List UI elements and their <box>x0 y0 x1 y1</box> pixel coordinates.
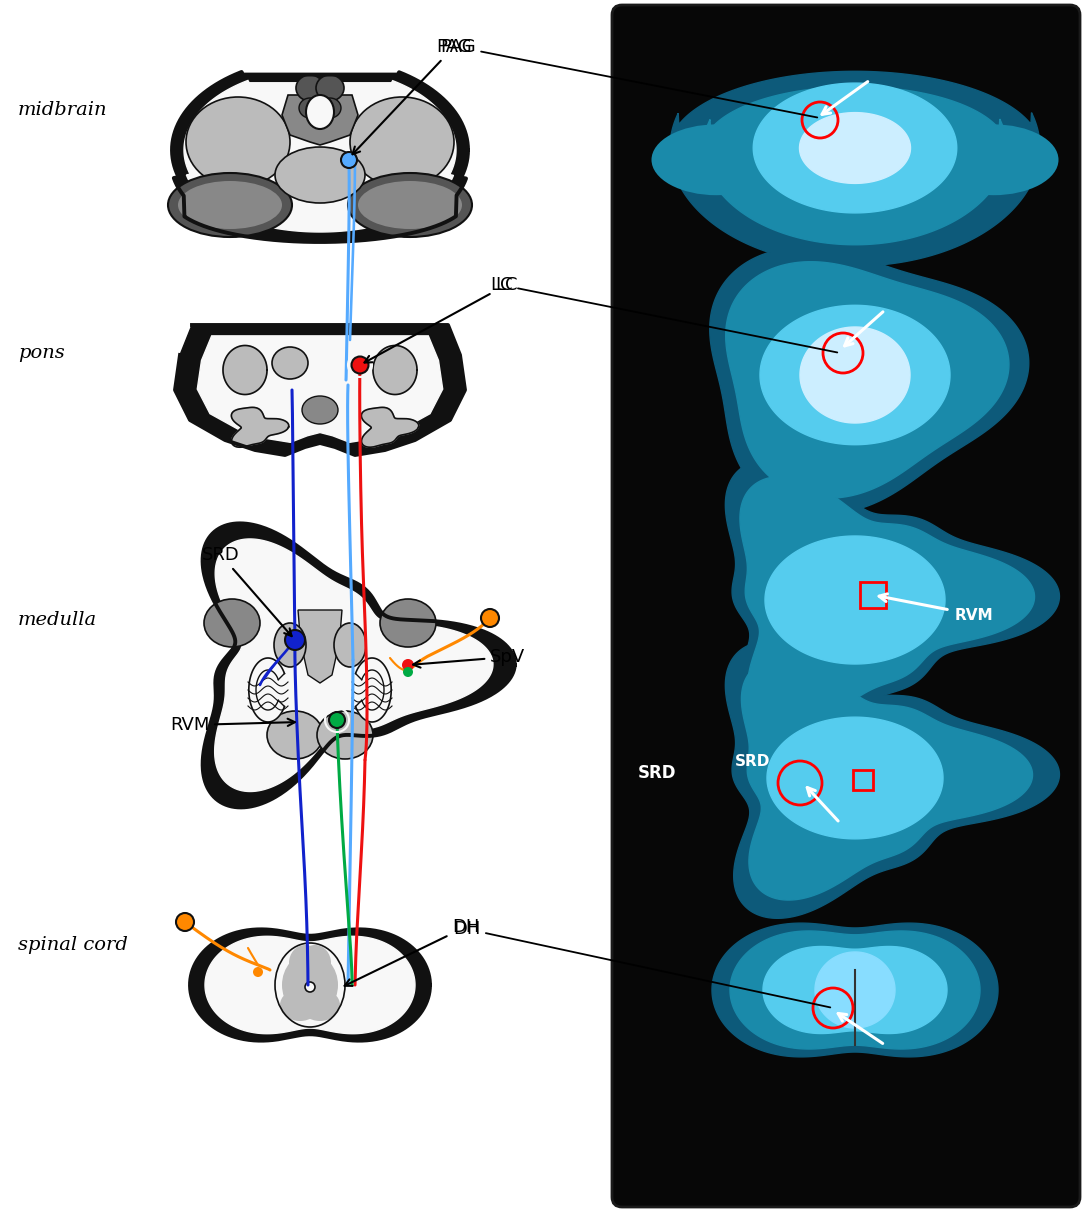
Ellipse shape <box>178 182 282 229</box>
Bar <box>860 582 886 607</box>
Ellipse shape <box>929 125 1058 195</box>
Ellipse shape <box>334 623 366 667</box>
Ellipse shape <box>302 396 338 424</box>
Polygon shape <box>725 641 1059 918</box>
Polygon shape <box>670 71 1040 266</box>
Polygon shape <box>800 327 909 424</box>
Text: medulla: medulla <box>18 611 98 629</box>
Polygon shape <box>760 305 950 445</box>
Polygon shape <box>175 325 465 455</box>
Polygon shape <box>172 71 468 242</box>
Ellipse shape <box>186 97 291 188</box>
Ellipse shape <box>282 953 338 1016</box>
Polygon shape <box>765 536 945 664</box>
Polygon shape <box>767 718 943 839</box>
Circle shape <box>285 630 305 650</box>
Text: pons: pons <box>18 344 65 362</box>
Ellipse shape <box>272 347 308 379</box>
Polygon shape <box>373 346 417 394</box>
Polygon shape <box>205 937 415 1033</box>
Polygon shape <box>249 658 284 722</box>
Polygon shape <box>356 658 391 722</box>
Ellipse shape <box>317 711 373 759</box>
Bar <box>853 770 873 790</box>
Text: midbrain: midbrain <box>18 100 107 119</box>
Polygon shape <box>712 923 998 1056</box>
Circle shape <box>253 967 263 976</box>
Ellipse shape <box>289 945 321 981</box>
Text: SRD: SRD <box>202 546 292 636</box>
Ellipse shape <box>299 945 331 981</box>
Ellipse shape <box>275 146 365 203</box>
Circle shape <box>351 357 369 374</box>
Circle shape <box>341 152 357 168</box>
Ellipse shape <box>274 623 306 667</box>
Polygon shape <box>815 952 895 1028</box>
Ellipse shape <box>306 96 334 129</box>
Polygon shape <box>753 83 957 213</box>
Polygon shape <box>231 408 288 448</box>
Polygon shape <box>197 336 442 443</box>
Ellipse shape <box>350 97 454 188</box>
Text: DH: DH <box>345 918 479 986</box>
Circle shape <box>402 659 414 672</box>
Polygon shape <box>223 346 267 394</box>
Polygon shape <box>215 538 493 791</box>
Polygon shape <box>203 524 515 807</box>
Polygon shape <box>710 247 1029 514</box>
Ellipse shape <box>280 989 320 1021</box>
FancyBboxPatch shape <box>612 5 1080 1208</box>
Ellipse shape <box>348 173 472 237</box>
Circle shape <box>176 914 194 930</box>
Ellipse shape <box>317 75 344 100</box>
Text: DH: DH <box>453 920 830 1008</box>
Polygon shape <box>800 113 911 184</box>
Circle shape <box>481 609 499 627</box>
Circle shape <box>305 983 315 992</box>
Polygon shape <box>730 930 980 1049</box>
Text: SRD: SRD <box>735 754 771 770</box>
Text: PAG: PAG <box>352 38 472 155</box>
Ellipse shape <box>204 599 260 647</box>
Polygon shape <box>282 96 358 145</box>
Ellipse shape <box>299 98 321 119</box>
Ellipse shape <box>319 98 341 119</box>
Text: SRD: SRD <box>638 764 676 782</box>
Polygon shape <box>190 929 430 1041</box>
Polygon shape <box>184 80 456 232</box>
Ellipse shape <box>300 989 340 1021</box>
Polygon shape <box>741 659 1033 900</box>
Polygon shape <box>361 408 418 448</box>
Circle shape <box>403 667 413 678</box>
Polygon shape <box>298 610 341 682</box>
Ellipse shape <box>651 125 780 195</box>
Circle shape <box>330 711 345 728</box>
Text: LC: LC <box>364 276 517 363</box>
Ellipse shape <box>358 182 462 229</box>
Text: RVM: RVM <box>955 607 994 622</box>
Ellipse shape <box>267 711 323 759</box>
Ellipse shape <box>168 173 292 237</box>
Polygon shape <box>763 946 947 1033</box>
Text: RVM: RVM <box>170 716 295 734</box>
Ellipse shape <box>296 75 324 100</box>
Polygon shape <box>704 87 1007 244</box>
Text: spinal cord: spinal cord <box>18 937 128 953</box>
Polygon shape <box>740 477 1034 727</box>
Polygon shape <box>725 460 1059 744</box>
Text: SpV: SpV <box>413 649 526 668</box>
Polygon shape <box>725 261 1009 499</box>
Ellipse shape <box>380 599 436 647</box>
Text: PAG: PAG <box>440 38 817 117</box>
Text: LC: LC <box>490 276 837 352</box>
